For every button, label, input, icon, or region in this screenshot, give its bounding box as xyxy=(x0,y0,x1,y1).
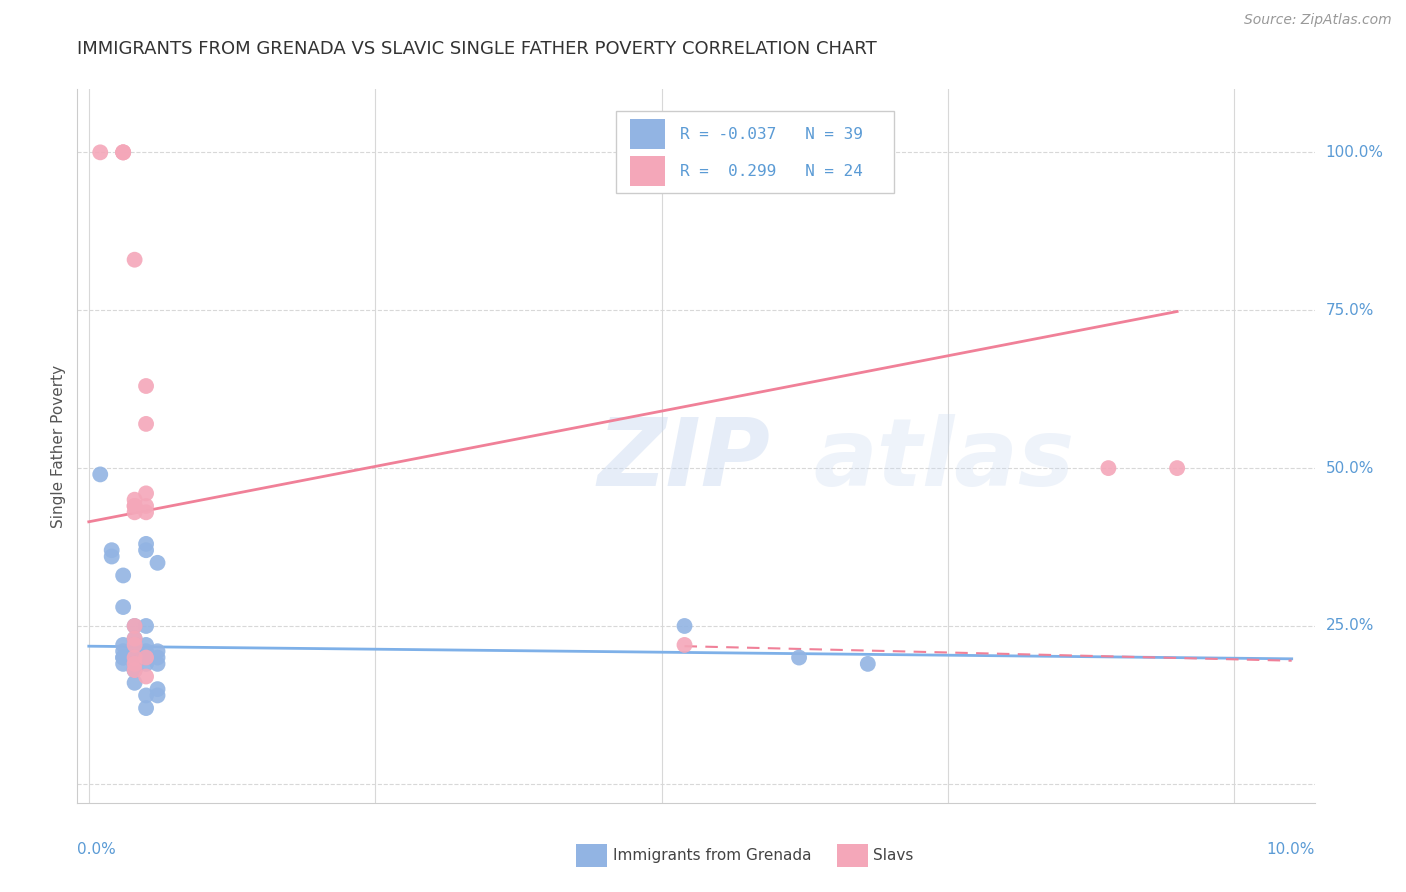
Point xyxy=(124,505,146,519)
Point xyxy=(112,650,135,665)
Point xyxy=(146,650,169,665)
Point xyxy=(135,417,157,431)
Point xyxy=(124,499,146,513)
Point xyxy=(112,145,135,160)
Point xyxy=(146,556,169,570)
Text: Immigrants from Grenada: Immigrants from Grenada xyxy=(613,848,811,863)
FancyBboxPatch shape xyxy=(616,111,894,193)
Text: 50.0%: 50.0% xyxy=(1326,460,1374,475)
Point xyxy=(856,657,879,671)
Point xyxy=(146,657,169,671)
Point xyxy=(112,145,135,160)
Point xyxy=(135,650,157,665)
Point xyxy=(124,492,146,507)
Point xyxy=(124,650,146,665)
Point xyxy=(124,657,146,671)
Text: R = -0.037   N = 39: R = -0.037 N = 39 xyxy=(681,127,863,142)
FancyBboxPatch shape xyxy=(630,156,665,186)
Point xyxy=(124,657,146,671)
Point xyxy=(124,657,146,671)
Point xyxy=(124,663,146,677)
Point xyxy=(124,675,146,690)
Point xyxy=(135,619,157,633)
Point xyxy=(124,632,146,646)
Point xyxy=(1097,461,1119,475)
Point xyxy=(124,657,146,671)
Point xyxy=(124,499,146,513)
Point xyxy=(124,619,146,633)
Text: atlas: atlas xyxy=(814,414,1074,507)
Point xyxy=(135,638,157,652)
Point xyxy=(673,619,696,633)
Point xyxy=(112,568,135,582)
Point xyxy=(112,638,135,652)
Text: R =  0.299   N = 24: R = 0.299 N = 24 xyxy=(681,164,863,178)
Point xyxy=(135,379,157,393)
Point xyxy=(135,537,157,551)
Point xyxy=(124,650,146,665)
Point xyxy=(787,650,810,665)
Text: 0.0%: 0.0% xyxy=(77,842,117,856)
Y-axis label: Single Father Poverty: Single Father Poverty xyxy=(51,365,66,527)
Point xyxy=(89,145,111,160)
Point xyxy=(112,650,135,665)
Point xyxy=(1166,461,1188,475)
Point xyxy=(124,638,146,652)
Text: IMMIGRANTS FROM GRENADA VS SLAVIC SINGLE FATHER POVERTY CORRELATION CHART: IMMIGRANTS FROM GRENADA VS SLAVIC SINGLE… xyxy=(77,40,877,58)
FancyBboxPatch shape xyxy=(630,120,665,149)
Point xyxy=(135,701,157,715)
Text: 75.0%: 75.0% xyxy=(1326,302,1374,318)
Point xyxy=(146,689,169,703)
Text: 25.0%: 25.0% xyxy=(1326,618,1374,633)
Point xyxy=(112,644,135,658)
Point xyxy=(135,486,157,500)
Point xyxy=(135,669,157,683)
Text: ZIP: ZIP xyxy=(598,414,770,507)
Point xyxy=(673,638,696,652)
Text: Source: ZipAtlas.com: Source: ZipAtlas.com xyxy=(1244,13,1392,28)
Point xyxy=(124,632,146,646)
Point xyxy=(135,650,157,665)
Point xyxy=(135,543,157,558)
Point xyxy=(124,663,146,677)
Point xyxy=(124,638,146,652)
Point xyxy=(112,600,135,615)
Point xyxy=(89,467,111,482)
Text: 10.0%: 10.0% xyxy=(1267,842,1315,856)
Point xyxy=(146,644,169,658)
Point xyxy=(135,499,157,513)
Point xyxy=(100,543,122,558)
Point xyxy=(124,252,146,267)
Point xyxy=(146,682,169,697)
Text: 100.0%: 100.0% xyxy=(1326,145,1384,160)
Point xyxy=(135,505,157,519)
Point xyxy=(124,663,146,677)
Point xyxy=(112,145,135,160)
Text: Slavs: Slavs xyxy=(873,848,914,863)
Point xyxy=(100,549,122,564)
Point xyxy=(135,644,157,658)
Point xyxy=(112,657,135,671)
Point xyxy=(124,619,146,633)
Point xyxy=(135,689,157,703)
Point xyxy=(124,644,146,658)
Point xyxy=(135,657,157,671)
